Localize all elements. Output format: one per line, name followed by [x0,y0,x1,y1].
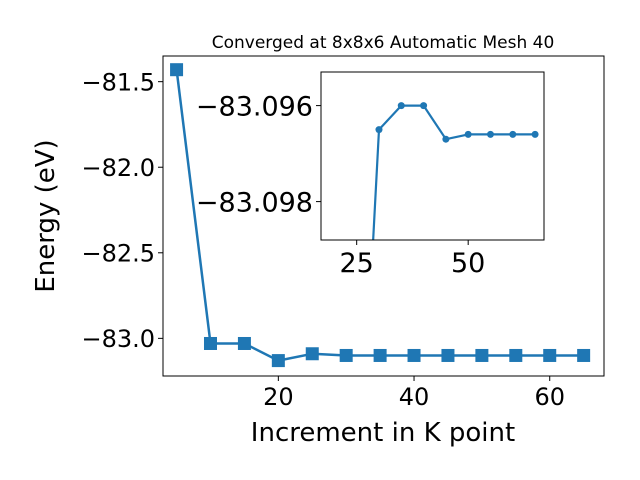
data-point [464,130,472,138]
data-point [577,348,591,362]
x-axis-label: Increment in K point [251,418,515,448]
y-tick-label: −83.096 [196,91,313,122]
inset-background [321,72,544,240]
y-tick-label: −83.098 [196,187,313,218]
data-point [271,354,285,368]
data-point [203,336,217,350]
chart-title: Converged at 8x8x6 Automatic Mesh 40 [212,33,555,53]
x-tick-label: 50 [451,248,485,279]
x-tick-label: 20 [263,383,294,411]
y-tick-label: −83.0 [81,325,155,353]
data-point [441,348,455,362]
inset-plot-area [367,102,539,301]
y-axis-label: Energy (eV) [31,139,61,292]
main-axes-frame [162,55,605,377]
data-point [420,102,428,110]
inset-axes-frame [320,71,545,241]
inset-axis-ticks: 25 50 −83.098 −83.096 [196,91,485,279]
x-tick-label: 40 [399,383,430,411]
data-point [543,348,557,362]
data-point [170,63,184,77]
data-point [339,348,353,362]
x-tick-label: 60 [534,383,565,411]
data-point [509,130,517,138]
data-point [397,102,405,110]
y-tick-label: −82.0 [81,154,155,182]
main-plot-area [170,63,591,368]
data-point [375,126,383,134]
data-point [509,348,523,362]
x-tick-label: 25 [340,248,374,279]
data-point [373,348,387,362]
data-point [475,348,489,362]
y-tick-label: −82.5 [81,239,155,267]
data-point [237,336,251,350]
data-point [486,130,494,138]
data-point [305,347,319,361]
y-tick-label: −81.5 [81,68,155,96]
data-point [531,130,539,138]
data-point [407,348,421,362]
data-point [367,294,374,301]
main-axis-ticks: 20 40 60 −81.5 −82.0 −82.5 −83.0 [81,68,565,411]
data-point [442,135,450,143]
